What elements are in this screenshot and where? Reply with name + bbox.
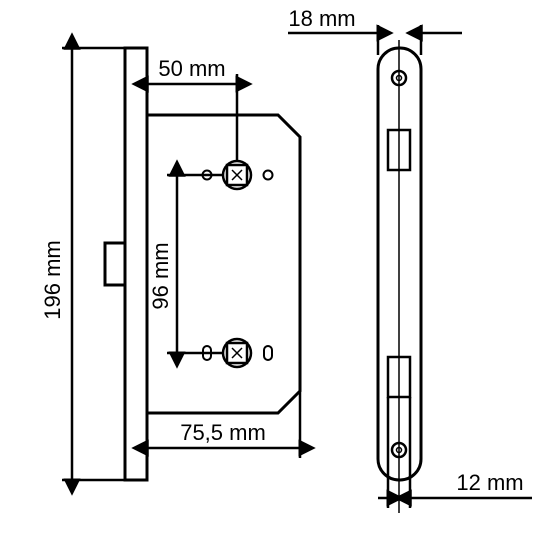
- faceplate: [125, 48, 147, 480]
- dim-96mm: 96 mm: [148, 175, 223, 353]
- lock-technical-drawing: 196 mm 50 mm 96 mm 75,5 mm 18 mm 12 mm: [0, 0, 551, 551]
- dim-50mm-label: 50 mm: [158, 56, 225, 81]
- front-view: [105, 48, 300, 480]
- dim-18mm-label: 18 mm: [288, 6, 355, 31]
- dim-50mm: 50 mm: [147, 56, 237, 161]
- hole-top-right: [264, 171, 273, 180]
- latch-bolt: [105, 243, 125, 285]
- slot-bottom-right: [264, 346, 272, 360]
- dim-196mm: 196 mm: [40, 48, 125, 480]
- dim-96mm-label: 96 mm: [148, 242, 173, 309]
- dim-12mm-label: 12 mm: [456, 470, 523, 495]
- dim-75-5mm: 75,5 mm: [147, 391, 300, 458]
- dim-196mm-label: 196 mm: [40, 240, 65, 319]
- dim-75-5mm-label: 75,5 mm: [180, 420, 266, 445]
- dim-18mm: 18 mm: [288, 6, 462, 55]
- side-view: [378, 40, 421, 513]
- dim-12mm: 12 mm: [378, 397, 532, 508]
